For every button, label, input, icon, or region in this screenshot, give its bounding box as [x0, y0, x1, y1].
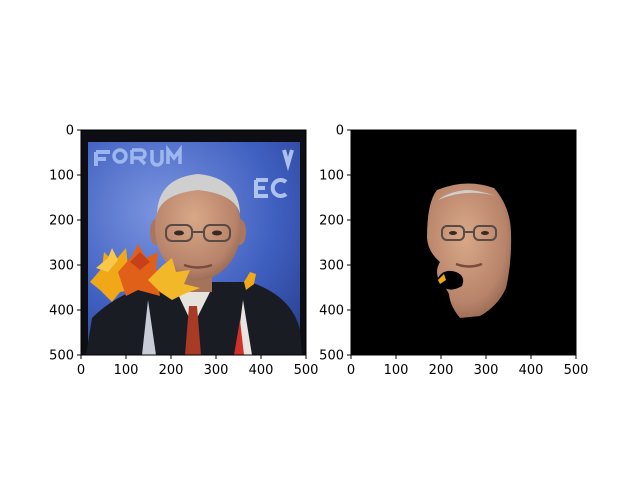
left-x-tick-label: 500 [294, 363, 319, 378]
left-x-tick-label: 400 [249, 363, 274, 378]
left-x-ticks: 0 100 200 300 400 500 [77, 355, 319, 378]
right-panel: 0 100 200 300 400 500 0 100 200 300 400 500 [319, 124, 588, 379]
left-y-tick-label: 400 [49, 304, 74, 319]
right-axes-frame [350, 129, 577, 356]
left-y-tick-label: 200 [49, 214, 74, 229]
left-y-tick-label: 100 [49, 169, 74, 184]
right-y-tick-label: 100 [319, 169, 344, 184]
left-y-tick-label: 0 [66, 124, 74, 139]
left-x-tick-label: 100 [114, 363, 139, 378]
right-x-tick-label: 100 [384, 363, 409, 378]
right-y-tick-label: 500 [319, 349, 344, 364]
right-x-tick-label: 300 [474, 363, 499, 378]
left-x-tick-label: 200 [159, 363, 184, 378]
right-y-tick-label: 300 [319, 259, 344, 274]
left-axes-frame [80, 129, 307, 356]
right-y-tick-label: 400 [319, 304, 344, 319]
right-y-tick-label: 200 [319, 214, 344, 229]
left-y-ticks: 0 100 200 300 400 500 [49, 124, 81, 364]
right-y-tick-label: 0 [336, 124, 344, 139]
left-y-tick-label: 300 [49, 259, 74, 274]
right-y-ticks: 0 100 200 300 400 500 [319, 124, 351, 364]
segmented-face [427, 183, 512, 318]
left-panel: 0 100 200 300 400 500 0 100 200 300 400 500 [49, 124, 318, 379]
right-x-tick-label: 400 [519, 363, 544, 378]
right-x-tick-label: 0 [347, 363, 355, 378]
right-x-tick-label: 200 [429, 363, 454, 378]
right-x-ticks: 0 100 200 300 400 500 [347, 355, 589, 378]
photo-image [81, 130, 306, 355]
left-y-tick-label: 500 [49, 349, 74, 364]
left-x-tick-label: 300 [204, 363, 229, 378]
right-x-tick-label: 500 [564, 363, 589, 378]
left-x-tick-label: 0 [77, 363, 85, 378]
leaves-overlay [90, 244, 256, 302]
